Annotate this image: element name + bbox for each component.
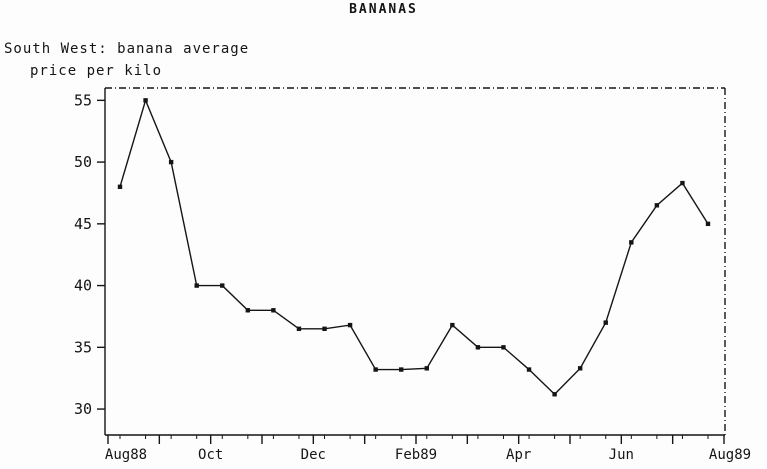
data-point-marker bbox=[475, 345, 481, 350]
y-tick-label: 35 bbox=[74, 338, 92, 356]
data-point-marker bbox=[194, 283, 199, 288]
data-line bbox=[119, 98, 709, 396]
x-axis: Aug88 Oct Dec Feb89 Apr Jun Aug89 bbox=[105, 435, 751, 463]
x-tick-label: Dec bbox=[301, 447, 326, 463]
price-series bbox=[117, 98, 711, 397]
data-point-marker bbox=[220, 283, 225, 288]
x-tick-label: Apr bbox=[506, 447, 531, 463]
data-point-marker bbox=[245, 308, 251, 313]
subtitle-line-2: price per kilo bbox=[30, 63, 163, 79]
data-point-marker bbox=[424, 366, 429, 371]
y-tick-label: 55 bbox=[74, 91, 92, 109]
x-tick-label: Aug89 bbox=[709, 447, 751, 463]
data-point-marker bbox=[526, 367, 532, 372]
x-tick-label: Feb89 bbox=[395, 447, 437, 463]
data-point-marker bbox=[501, 345, 506, 350]
data-point-marker bbox=[603, 320, 608, 325]
y-axis: 30 35 40 45 50 55 bbox=[74, 91, 105, 418]
subtitle-line-1: South West: banana average bbox=[4, 41, 250, 57]
data-point-marker bbox=[577, 366, 583, 371]
data-point-marker bbox=[168, 159, 174, 165]
plot-frame bbox=[104, 87, 726, 436]
y-tick-label: 45 bbox=[74, 215, 92, 233]
data-point-marker bbox=[322, 326, 327, 332]
data-point-marker bbox=[450, 322, 455, 328]
x-tick-label: Oct bbox=[198, 447, 223, 463]
y-tick-label: 50 bbox=[74, 153, 92, 171]
x-tick-label: Aug88 bbox=[105, 447, 147, 463]
data-point-marker bbox=[143, 98, 148, 103]
data-point-marker bbox=[271, 308, 276, 313]
data-point-marker bbox=[347, 322, 353, 328]
y-tick-label: 30 bbox=[74, 400, 92, 418]
chart-subtitle: South West: banana average price per kil… bbox=[4, 38, 249, 82]
y-tick-label: 40 bbox=[74, 277, 92, 295]
data-point-marker bbox=[399, 367, 404, 372]
data-point-marker bbox=[117, 184, 123, 189]
data-point-marker bbox=[629, 240, 634, 245]
x-tick-label: Jun bbox=[609, 447, 634, 463]
chart-title: BANANAS bbox=[349, 2, 418, 17]
data-point-marker bbox=[654, 203, 660, 208]
data-point-marker bbox=[296, 326, 302, 332]
data-point-marker bbox=[705, 221, 711, 227]
data-point-marker bbox=[552, 392, 557, 397]
data-point-marker bbox=[680, 180, 685, 186]
data-point-marker bbox=[373, 367, 378, 372]
